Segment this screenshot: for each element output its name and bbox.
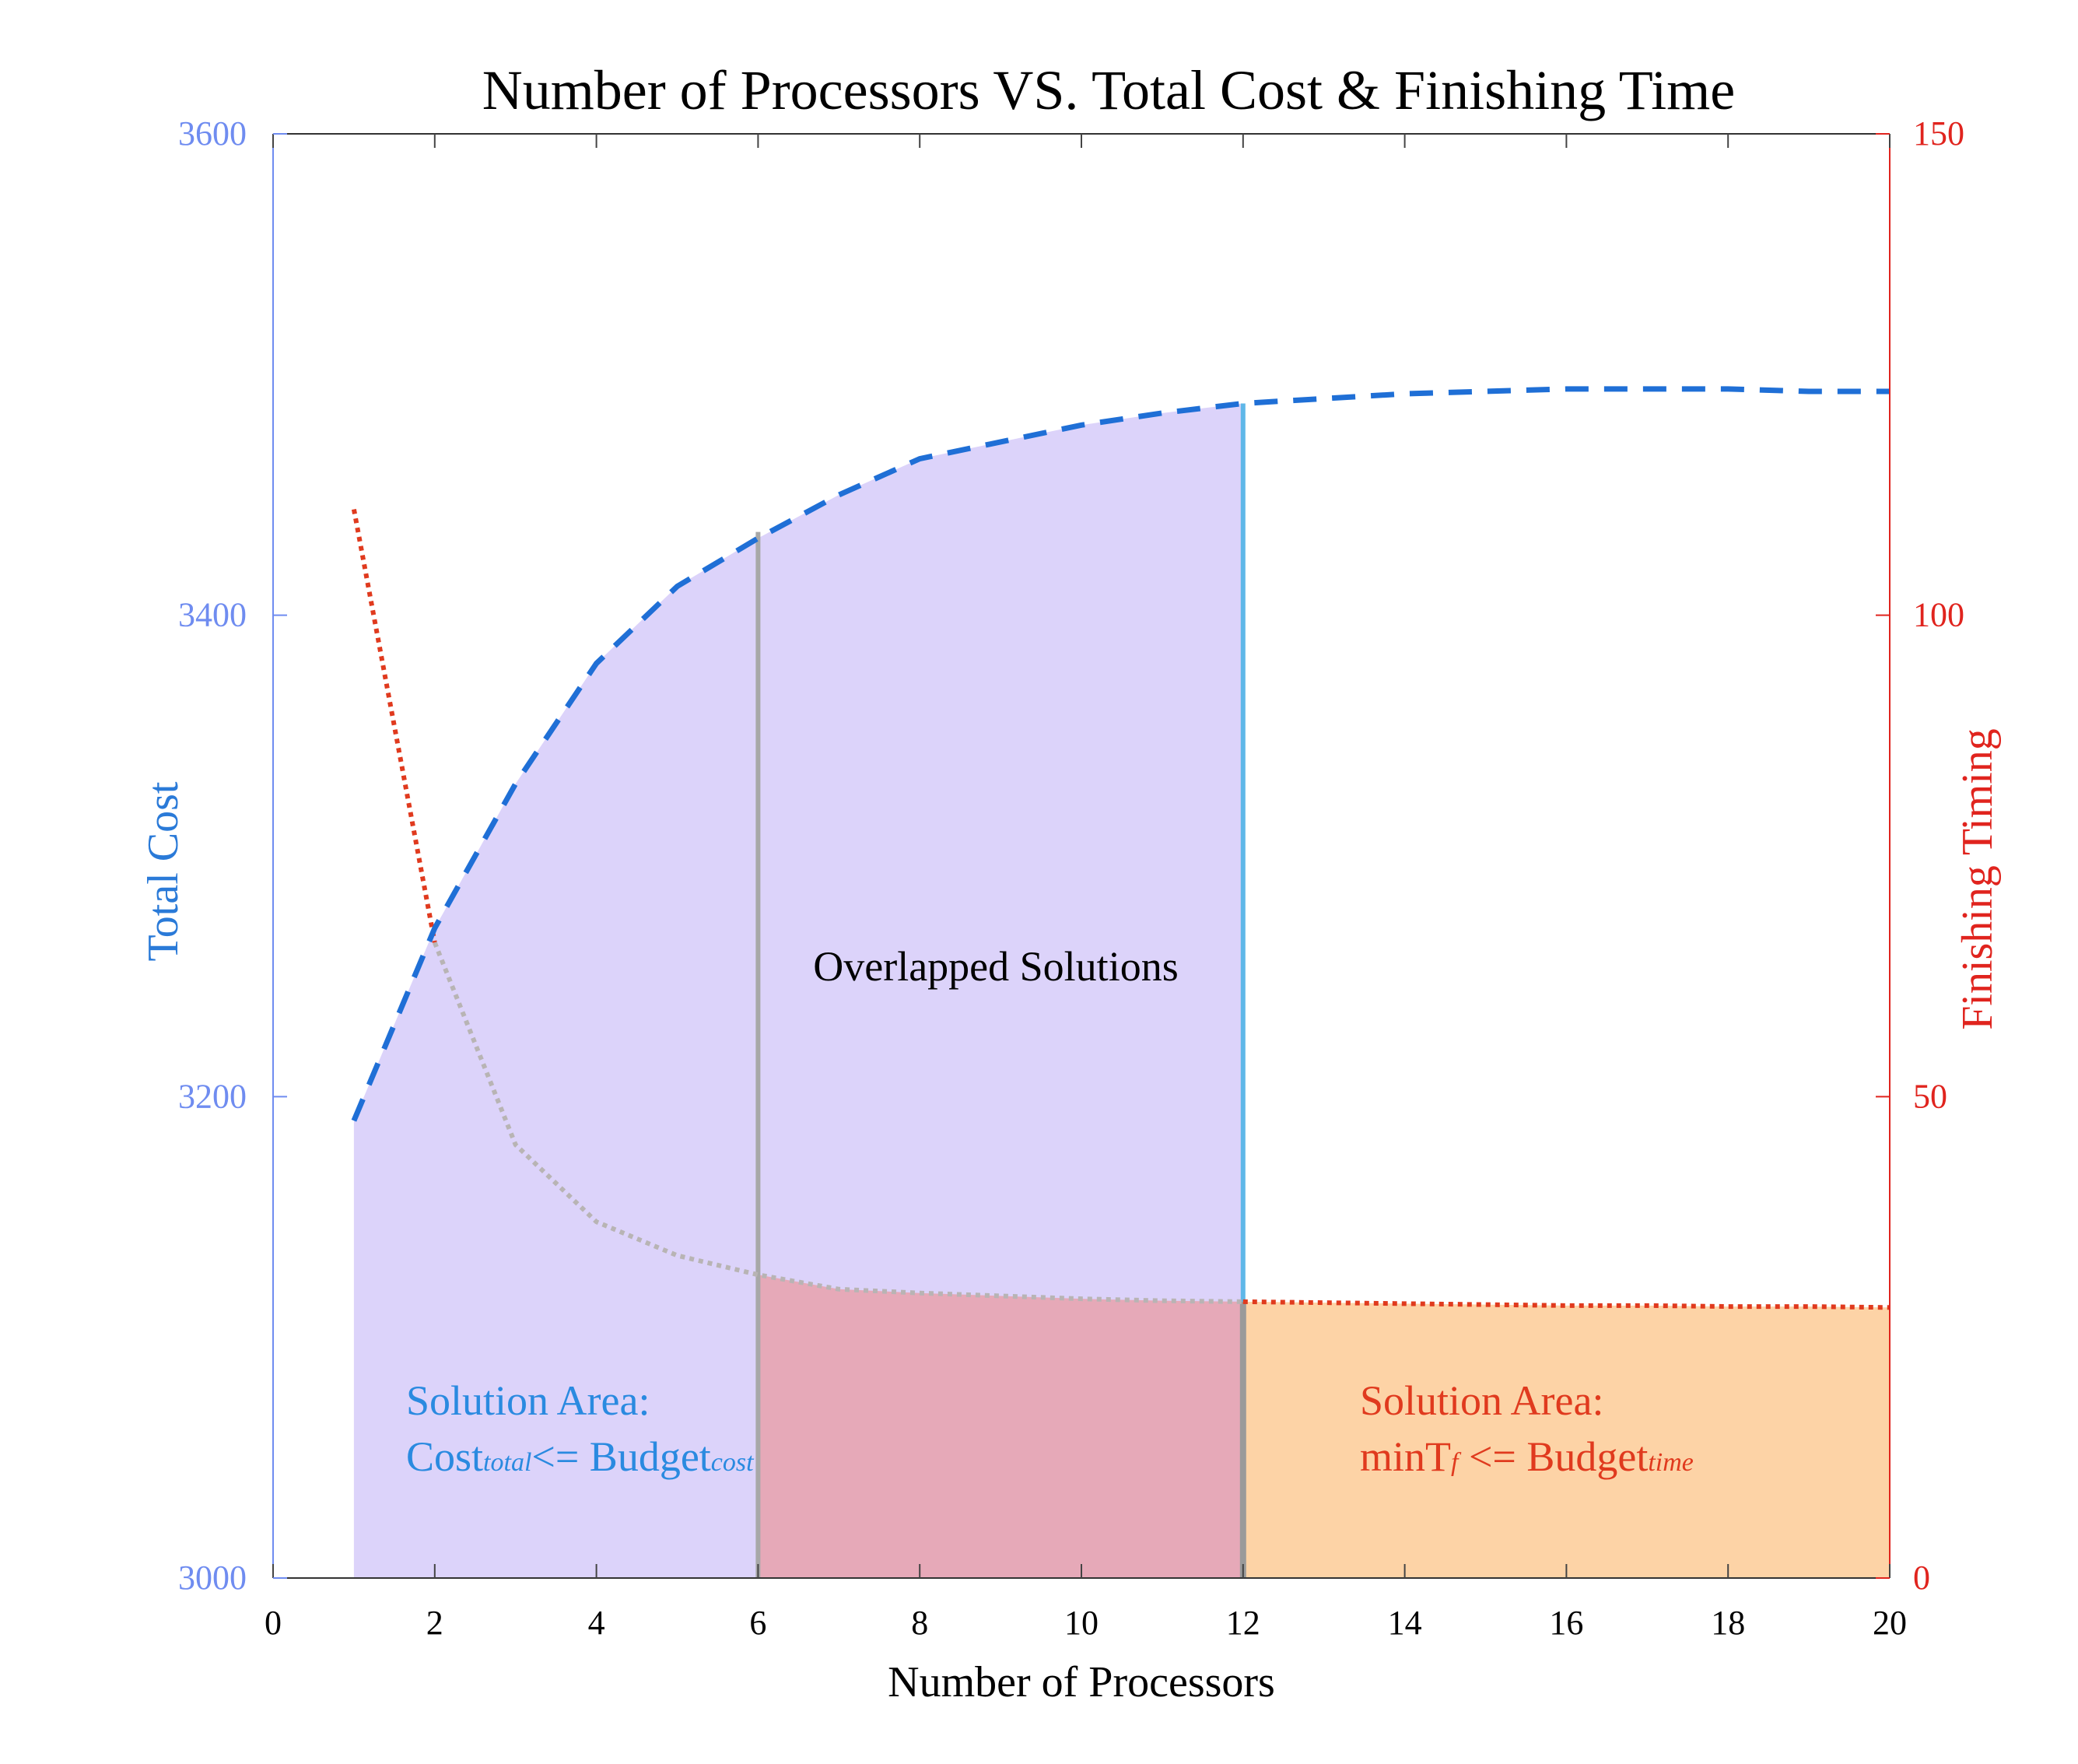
y-right-tick-label: 100 [1913, 596, 1964, 634]
x-tick-label: 6 [749, 1604, 766, 1642]
chart-title: Number of Processors VS. Total Cost & Fi… [482, 59, 1735, 121]
cost-area-title: Solution Area: [406, 1377, 650, 1424]
y-left-tick-label: 3400 [178, 596, 247, 634]
x-tick-label: 18 [1711, 1604, 1745, 1642]
x-tick-label: 8 [911, 1604, 928, 1642]
finishing-time-line-gray [433, 942, 1243, 1304]
overlap-label: Overlapped Solutions [813, 943, 1178, 990]
y-right-tick-label: 50 [1913, 1077, 1947, 1115]
finishing-time-line-red-left [351, 509, 437, 943]
cost-area-sub-total: total [483, 1448, 531, 1477]
cost-area-condition: Costtotal<= Budgetcost [406, 1433, 755, 1480]
cost-area-annotation: Solution Area: Costtotal<= Budgetcost [406, 1377, 755, 1480]
time-area-condition: minTf <= Budgettime [1360, 1433, 1694, 1480]
y-left-tick-label: 3600 [178, 114, 247, 153]
x-tick-label: 14 [1388, 1604, 1422, 1642]
time-area-prefix: minT [1360, 1433, 1451, 1480]
x-tick-label: 12 [1226, 1604, 1260, 1642]
cost-area-mid: <= Budget [531, 1433, 710, 1480]
time-area-sub-time: time [1648, 1448, 1694, 1477]
series-lines [351, 386, 1891, 1310]
y-left-tick-label: 3200 [178, 1077, 247, 1115]
cost-area-prefix: Cost [406, 1433, 483, 1480]
y-right-axis-label: Finishing Timing [1954, 728, 2002, 1030]
y-left-tick-label: 3000 [178, 1559, 247, 1597]
x-tick-label: 0 [265, 1604, 282, 1642]
total-cost-line [351, 386, 1890, 1122]
x-tick-label: 16 [1549, 1604, 1583, 1642]
time-area-annotation: Solution Area: minTf <= Budgettime [1360, 1377, 1694, 1480]
overlap-region [758, 1275, 1243, 1578]
x-tick-label: 4 [588, 1604, 605, 1642]
x-tick-label: 20 [1873, 1604, 1907, 1642]
cost-area-sub-cost: cost [711, 1448, 755, 1477]
x-tick-label: 10 [1064, 1604, 1099, 1642]
time-area-mid: <= Budget [1458, 1433, 1648, 1480]
region-dividers [755, 403, 1246, 1578]
x-axis-label: Number of Processors [888, 1658, 1275, 1706]
axis-ticks: 0 2 4 6 8 10 12 14 16 18 20 3000 3200 3400 3600 0 50 100 1… [178, 114, 1964, 1642]
y-left-axis-label: Total Cost [139, 781, 187, 961]
time-solution-area [1242, 1301, 1890, 1578]
y-right-tick-label: 150 [1913, 114, 1964, 153]
time-area-title: Solution Area: [1360, 1377, 1603, 1424]
y-right-tick-label: 0 [1913, 1559, 1930, 1597]
x-tick-label: 2 [426, 1604, 443, 1642]
